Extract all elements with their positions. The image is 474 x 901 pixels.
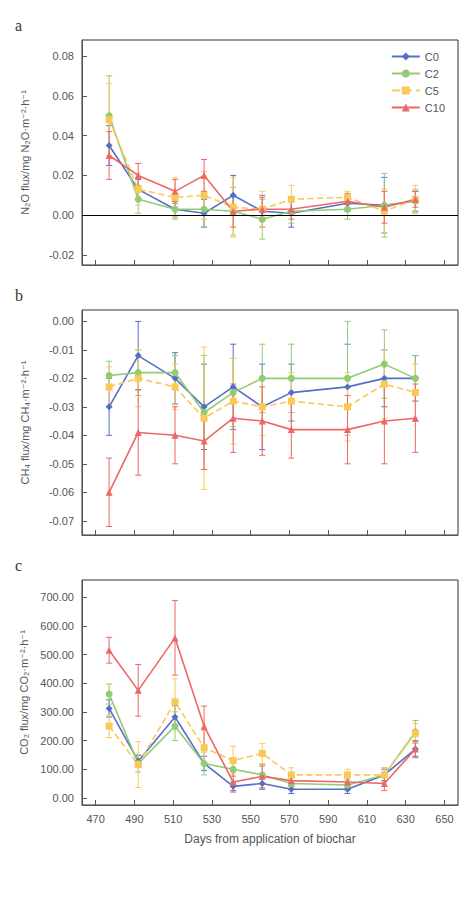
svg-text:0.00: 0.00 [53,315,74,327]
svg-text:600.00: 600.00 [40,620,74,632]
svg-text:0.04: 0.04 [53,130,74,142]
svg-text:570: 570 [280,813,298,825]
svg-text:400.00: 400.00 [40,677,74,689]
svg-text:590: 590 [319,813,337,825]
svg-text:0.06: 0.06 [53,90,74,102]
svg-text:-0.06: -0.06 [49,486,74,498]
svg-text:630: 630 [396,813,414,825]
svg-text:0.00: 0.00 [53,209,74,221]
svg-text:300.00: 300.00 [40,706,74,718]
svg-text:CO₂ flux/mg CO₂·m⁻²·h⁻¹: CO₂ flux/mg CO₂·m⁻²·h⁻¹ [18,630,30,755]
svg-text:650: 650 [435,813,453,825]
svg-text:b: b [15,287,23,304]
svg-text:C0: C0 [425,51,439,63]
svg-text:0.02: 0.02 [53,169,74,181]
svg-text:Days from application of bioch: Days from application of biochar [184,832,355,846]
svg-text:100.00: 100.00 [40,763,74,775]
svg-text:200.00: 200.00 [40,735,74,747]
svg-text:0.08: 0.08 [53,50,74,62]
svg-text:C2: C2 [425,68,439,80]
svg-text:500.00: 500.00 [40,649,74,661]
svg-text:-0.01: -0.01 [49,344,74,356]
svg-text:510: 510 [164,813,182,825]
svg-text:c: c [15,557,22,574]
svg-text:610: 610 [358,813,376,825]
svg-text:0.00: 0.00 [53,792,74,804]
svg-text:470: 470 [86,813,104,825]
svg-text:a: a [15,17,22,34]
svg-text:490: 490 [125,813,143,825]
svg-text:530: 530 [203,813,221,825]
svg-text:550: 550 [241,813,259,825]
svg-text:-0.02: -0.02 [49,372,74,384]
svg-text:N₂O flux/mg N₂O·m⁻²·h⁻¹: N₂O flux/mg N₂O·m⁻²·h⁻¹ [19,90,31,215]
svg-text:CH₄ flux/mg CH₄·m⁻²·h⁻¹: CH₄ flux/mg CH₄·m⁻²·h⁻¹ [19,360,31,484]
svg-text:-0.02: -0.02 [49,249,74,261]
svg-text:700.00: 700.00 [40,591,74,603]
svg-text:C10: C10 [425,102,445,114]
svg-text:-0.05: -0.05 [49,458,74,470]
svg-text:-0.07: -0.07 [49,515,74,527]
svg-text:-0.03: -0.03 [49,401,74,413]
svg-text:C5: C5 [425,85,439,97]
svg-text:-0.04: -0.04 [49,429,74,441]
